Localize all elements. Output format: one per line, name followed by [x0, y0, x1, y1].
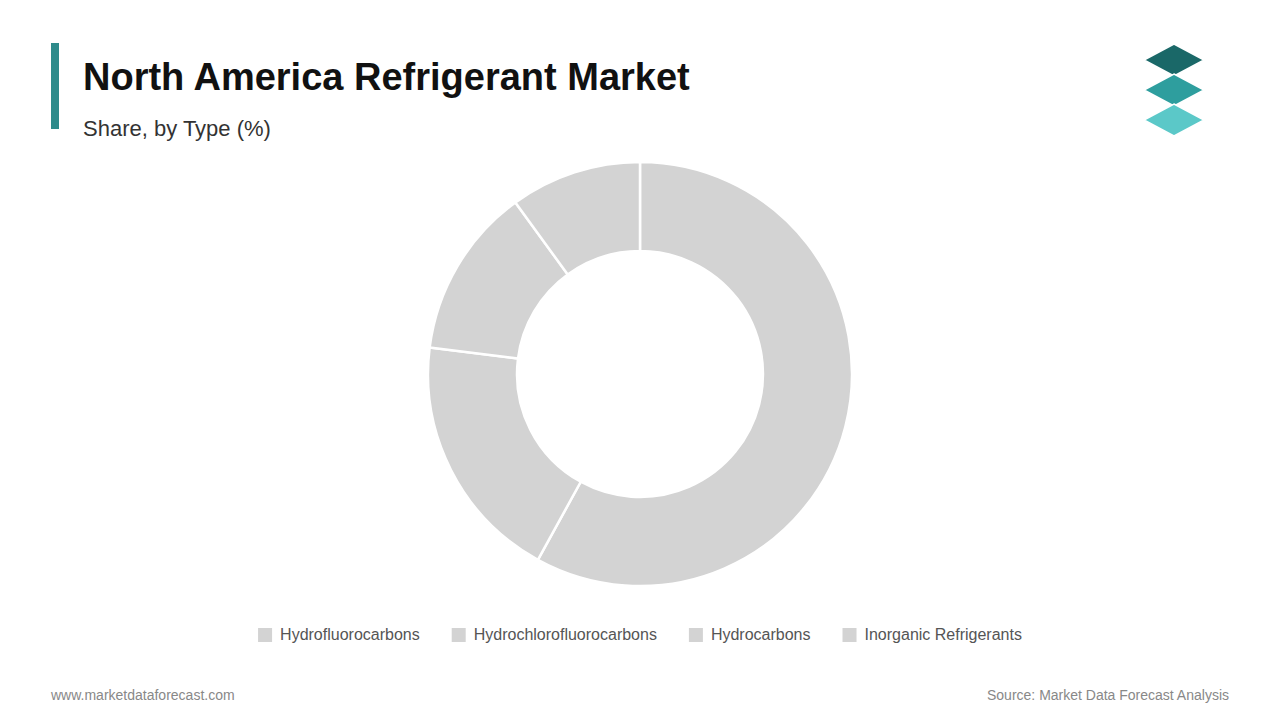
legend-label: Hydrocarbons: [711, 626, 811, 643]
footer-note: Source: Market Data Forecast Analysis: [987, 687, 1229, 703]
legend-item: Hydrofluorocarbons: [258, 626, 420, 643]
legend-item: Hydrocarbons: [689, 626, 811, 643]
donut: [428, 162, 852, 586]
legend-item: Hydrochlorofluorocarbons: [452, 626, 657, 643]
legend-swatch: [843, 628, 857, 642]
logo-diamond: [1144, 44, 1204, 76]
title-accent: [51, 43, 59, 129]
chart: North America Refrigerant Market Share, b…: [0, 0, 1280, 720]
background: [0, 0, 1280, 720]
legend-swatch: [689, 628, 703, 642]
footer-note: www.marketdataforecast.com: [50, 687, 235, 703]
legend: Hydrofluorocarbons Hydrochlorofluorocarbo…: [258, 626, 1022, 643]
legend-label: Hydrochlorofluorocarbons: [474, 626, 657, 643]
legend-label: Hydrofluorocarbons: [280, 626, 420, 643]
legend-swatch: [452, 628, 466, 642]
legend-label: Inorganic Refrigerants: [865, 626, 1022, 643]
donut-slice: [515, 162, 640, 275]
legend-item: Inorganic Refrigerants: [843, 626, 1022, 643]
logo-diamond: [1144, 74, 1204, 106]
logo-diamond: [1144, 104, 1204, 136]
subtitle: Share, by Type (%): [83, 116, 271, 141]
donut-slice: [428, 347, 581, 559]
title: North America Refrigerant Market: [83, 56, 690, 98]
legend-swatch: [258, 628, 272, 642]
logo: [1144, 44, 1204, 136]
